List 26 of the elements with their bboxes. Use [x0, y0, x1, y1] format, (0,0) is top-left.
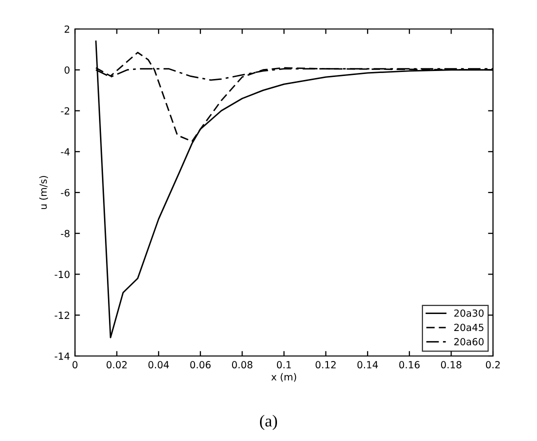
x-tick-label: 0.16: [399, 361, 420, 368]
y-tick-label: 2: [64, 25, 70, 33]
x-tick-label: 0.04: [148, 361, 169, 368]
x-tick-label: 0.2: [486, 361, 500, 368]
y-tick-label: -4: [60, 148, 70, 156]
legend-label: 20a30: [454, 309, 484, 317]
x-tick-label: 0.12: [316, 361, 336, 368]
x-tick-label: 0.06: [190, 361, 211, 368]
text: (a): [260, 414, 278, 430]
x-tick-label: 0: [72, 361, 78, 368]
x-tick-label: 0.1: [276, 361, 291, 368]
y-tick-label: -6: [60, 188, 70, 196]
y-tick-label: -10: [54, 270, 70, 278]
y-tick-label: -2: [60, 107, 70, 114]
x-tick-label: 0.02: [106, 361, 127, 368]
x-tick-label: 0.14: [357, 361, 378, 368]
x-axis-title: x (m): [271, 373, 296, 382]
legend-label: 20a60: [454, 338, 484, 346]
y-tick-label: -12: [54, 312, 70, 319]
y-tick-label: -8: [60, 230, 70, 238]
x-tick-label: 0.08: [232, 361, 252, 368]
y-tick-label: -14: [54, 352, 70, 360]
x-tick-label: 0.18: [441, 361, 462, 368]
legend-label: 20a45: [454, 324, 484, 332]
y-tick-label: 0: [64, 66, 70, 74]
y-axis-title: u (m/s): [39, 176, 48, 209]
